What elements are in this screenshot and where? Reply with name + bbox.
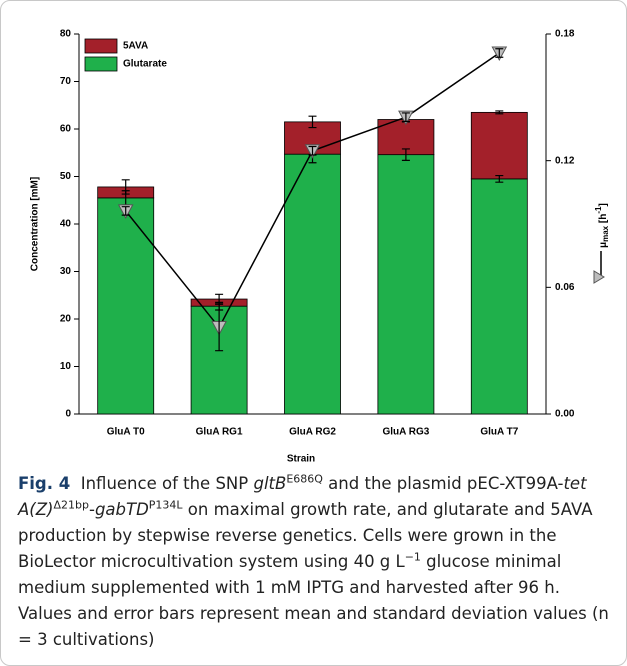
y-tick-label: 10	[60, 361, 72, 372]
error-bar	[308, 115, 317, 129]
error-bar	[215, 303, 224, 352]
bar	[470, 111, 528, 180]
bar	[97, 197, 155, 415]
caption: Fig. 4 Influence of the SNP gltBE686Q an…	[18, 471, 618, 653]
x-tick-label: GluA T7	[480, 427, 518, 438]
error-bar	[121, 179, 130, 195]
caption-run: −1	[404, 550, 421, 564]
legend-swatch	[84, 56, 118, 72]
legend-swatch	[84, 38, 118, 54]
error-bar	[121, 206, 130, 216]
caption-run: Fig. 4	[18, 474, 71, 493]
error-bar	[308, 145, 317, 156]
y-tick-label: 50	[60, 171, 72, 182]
y2-symbol-marker	[593, 270, 605, 284]
y2-tick-label: 0.18	[555, 29, 575, 40]
caption-run: Influence of the SNP	[70, 474, 254, 493]
caption-run: E686Q	[286, 472, 323, 486]
caption-run: -	[88, 500, 95, 519]
y2-label-part: ]	[598, 203, 609, 206]
x-tick-label: GluA RG1	[196, 427, 243, 438]
caption-run: tet A(Z)	[18, 474, 592, 519]
y2-tick-label: 0.06	[555, 282, 575, 293]
caption-run: glucose minimal medium supplemented with…	[18, 552, 615, 649]
legend-label: 5AVA	[123, 41, 148, 52]
y2-axis-label: μmax [h-1]	[594, 203, 610, 248]
chart: Strain Concentration [mM] 0 10 20 30 40 50 60 7…	[30, 29, 610, 465]
x-tick-label: GluA T0	[107, 427, 145, 438]
caption-run: and the plasmid pEC-XT99A-	[322, 474, 564, 493]
error-bar	[401, 148, 410, 161]
bar	[284, 153, 341, 415]
caption-run: gltB	[253, 474, 287, 493]
error-bar	[495, 110, 504, 115]
bar	[377, 154, 435, 415]
y-tick-label: 0	[65, 409, 71, 420]
y-tick-label: 20	[60, 314, 72, 325]
error-bar	[401, 112, 410, 122]
y2-label-part: μ	[598, 242, 609, 248]
caption-run: Δ21bp	[53, 498, 89, 512]
y2-label-part: max	[601, 225, 610, 242]
bar	[470, 178, 528, 415]
y2-tick-label: 0.00	[555, 409, 575, 420]
caption-run: gabTD	[94, 500, 149, 519]
error-bar	[495, 174, 504, 183]
y-tick-label: 60	[60, 124, 72, 135]
caption-run: on maximal growth rate, and glutarate an…	[18, 500, 598, 571]
y2-legend-symbol	[593, 251, 605, 284]
y-tick-label: 30	[60, 266, 72, 277]
caption-run: P134L	[148, 498, 183, 512]
error-bar	[495, 48, 504, 58]
x-tick-label: GluA RG3	[382, 427, 429, 438]
y-tick-label: 70	[60, 76, 72, 87]
y2-tick-label: 0.12	[555, 155, 575, 166]
y-axis-label: Concentration [mM]	[30, 177, 41, 271]
y-tick-label: 40	[60, 219, 72, 230]
y-tick-label: 80	[60, 29, 72, 40]
y2-label-part: -1	[594, 206, 603, 214]
x-tick-label: GluA RG2	[289, 427, 336, 438]
legend-label: Glutarate	[123, 59, 167, 70]
y2-label-part: [h	[598, 214, 609, 226]
x-axis-label: Strain	[287, 454, 315, 465]
